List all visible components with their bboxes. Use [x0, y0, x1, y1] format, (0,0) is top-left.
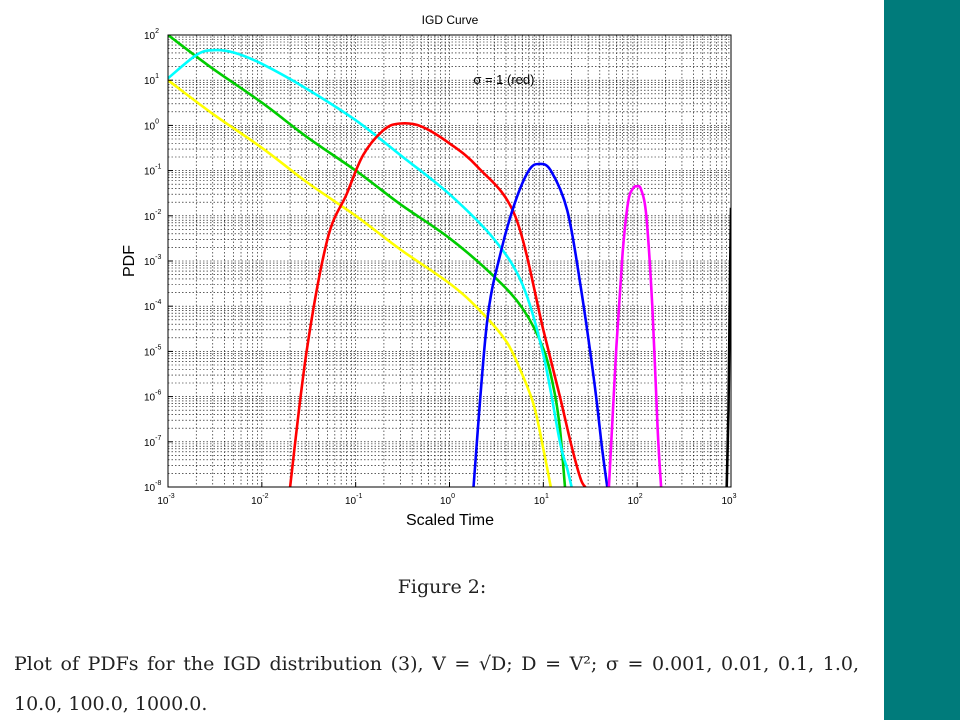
series-line-0 — [168, 79, 553, 487]
series-line-3 — [288, 121, 587, 487]
chart-title: IGD Curve — [422, 13, 479, 27]
y-tick-label: 10-3 — [144, 254, 161, 268]
y-tick-label: 10-8 — [144, 480, 161, 494]
x-axis-label: Scaled Time — [406, 512, 494, 529]
y-tick-label: 10-4 — [144, 299, 161, 313]
x-tick-label: 10-1 — [345, 493, 362, 507]
x-tick-label: 102 — [628, 493, 643, 507]
y-tick-label: 10-5 — [144, 344, 161, 358]
figure-label: Figure 2: — [397, 576, 487, 598]
y-tick-label: 10-7 — [144, 435, 161, 449]
series-lines — [168, 35, 731, 487]
y-tick-label: 10-2 — [144, 209, 161, 223]
y-tick-label: 10-6 — [144, 390, 161, 404]
side-panel — [884, 0, 960, 720]
grid-lines — [167, 35, 731, 488]
y-axis-label: PDF — [121, 245, 138, 277]
x-tick-label: 10-2 — [251, 493, 268, 507]
series-line-2 — [168, 48, 573, 487]
igd-chart: 10-3 10-2 10-1 100 101 102 103 102 101 100 10-1 10-… — [121, 13, 737, 529]
x-tick-label: 100 — [440, 493, 455, 507]
x-tick-label: 103 — [721, 493, 736, 507]
y-tick-label: 100 — [144, 118, 159, 132]
y-tick-label: 101 — [144, 73, 159, 87]
y-tick-label: 102 — [144, 28, 159, 42]
series-line-5 — [607, 184, 663, 487]
figure-caption: Plot of PDFs for the IGD distribution (3… — [14, 653, 859, 715]
figure-area: 10-3 10-2 10-1 100 101 102 103 102 101 100 10-1 10-… — [14, 13, 859, 715]
series-line-1 — [168, 35, 567, 487]
series-line-4 — [472, 162, 609, 487]
annotations: σ = 1 (red) — [473, 72, 534, 87]
y-tick-label: 10-1 — [144, 164, 161, 178]
annotation-label: σ = 1 (red) — [473, 72, 534, 87]
x-tick-label: 101 — [534, 493, 549, 507]
x-tick-label: 10-3 — [157, 493, 174, 507]
